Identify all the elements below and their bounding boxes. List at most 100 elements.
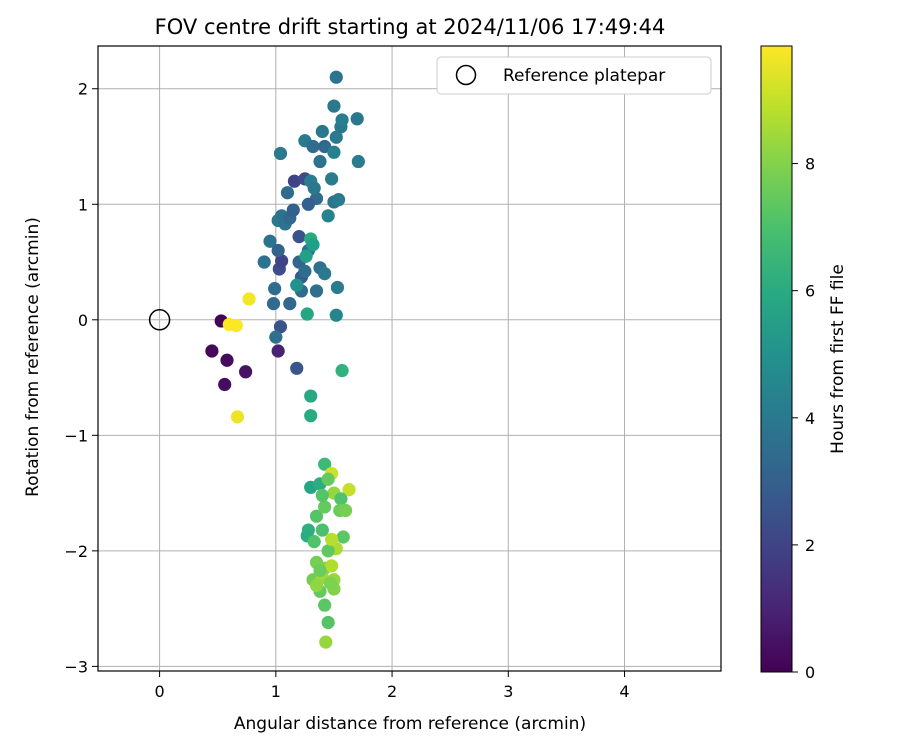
data-point <box>273 320 288 334</box>
colorbar-tick-label: 6 <box>805 282 815 301</box>
legend-box <box>436 56 712 95</box>
y-axis-label: Rotation from reference (arcmin) <box>23 217 43 497</box>
data-point <box>269 330 283 344</box>
legend: Reference platepar <box>436 56 712 95</box>
data-point <box>338 503 353 518</box>
data-point <box>325 532 339 546</box>
data-points <box>205 70 365 649</box>
data-point <box>321 544 335 558</box>
reference-marker-layer <box>148 309 171 331</box>
data-point <box>275 254 289 268</box>
data-point <box>318 598 332 612</box>
grid <box>98 46 721 671</box>
data-point <box>321 615 335 630</box>
data-point <box>321 472 335 486</box>
y-tick-label: 0 <box>78 311 88 330</box>
data-point <box>323 576 338 590</box>
data-point <box>257 255 271 269</box>
data-point <box>313 563 327 578</box>
data-point <box>306 139 320 154</box>
data-point <box>319 635 333 649</box>
colorbar-ticks: 0 2 4 6 8 <box>792 155 815 682</box>
x-tick-label: 3 <box>503 682 513 701</box>
data-point <box>239 365 253 379</box>
y-tick-label: −1 <box>64 426 88 445</box>
data-point <box>342 483 356 497</box>
data-point <box>329 70 343 84</box>
data-point <box>292 230 306 244</box>
data-point <box>315 523 329 537</box>
data-point <box>309 284 324 298</box>
reference-platepar-marker <box>148 309 171 331</box>
data-point <box>229 318 243 333</box>
data-point <box>205 344 219 358</box>
colorbar: 0 2 4 6 8 Hours from first FF file <box>760 45 848 682</box>
data-point <box>331 193 346 207</box>
data-point <box>286 203 300 217</box>
axis-ticks: 0 1 2 3 4 −3 −2 −1 0 1 2 <box>64 80 629 701</box>
data-point <box>309 578 324 593</box>
data-point <box>351 154 365 169</box>
data-point <box>325 172 339 186</box>
data-point <box>325 559 339 573</box>
data-point <box>335 113 349 127</box>
data-point <box>321 209 335 223</box>
data-point <box>315 124 329 139</box>
data-point <box>290 361 304 375</box>
data-point <box>268 282 282 296</box>
data-point <box>329 308 343 322</box>
data-point <box>329 130 343 144</box>
plot-area-frame <box>97 45 722 672</box>
data-point <box>336 530 350 544</box>
data-point <box>242 292 256 306</box>
data-point <box>309 509 324 523</box>
data-point <box>315 488 329 502</box>
data-point <box>304 389 318 403</box>
data-point <box>327 145 341 159</box>
colorbar-tick-label: 4 <box>805 409 815 428</box>
x-axis-label: Angular distance from reference (arcmin) <box>234 714 586 734</box>
data-point <box>318 266 332 281</box>
data-point <box>273 146 288 161</box>
legend-marker-icon <box>455 64 477 86</box>
x-tick-label: 4 <box>619 682 629 701</box>
data-point <box>290 278 304 292</box>
data-point <box>300 307 314 321</box>
data-point <box>298 264 312 278</box>
data-point <box>287 174 302 188</box>
data-point <box>271 344 285 358</box>
data-point <box>335 364 349 378</box>
data-point <box>280 186 295 200</box>
data-point <box>220 353 234 367</box>
data-point <box>307 535 321 549</box>
data-point <box>307 181 321 195</box>
data-point <box>334 492 348 506</box>
y-tick-label: −2 <box>64 542 88 561</box>
colorbar-label: Hours from first FF file <box>828 264 848 454</box>
data-point <box>299 249 313 263</box>
data-point <box>313 154 327 169</box>
data-point <box>263 234 277 248</box>
data-point <box>283 297 297 311</box>
x-tick-label: 1 <box>271 682 281 701</box>
data-point <box>330 280 345 295</box>
y-tick-label: −3 <box>64 657 88 676</box>
x-tick-label: 2 <box>387 682 397 701</box>
legend-entry-label: Reference platepar <box>503 66 665 86</box>
y-tick-label: 1 <box>78 195 88 214</box>
y-tick-label: 2 <box>78 80 88 99</box>
data-point <box>318 500 332 514</box>
data-point <box>327 99 341 113</box>
chart-title: FOV centre drift starting at 2024/11/06 … <box>155 15 666 39</box>
data-point <box>230 410 245 424</box>
colorbar-tick-label: 8 <box>805 155 815 174</box>
data-point <box>218 377 232 392</box>
colorbar-tick-label: 2 <box>805 536 815 555</box>
data-point <box>271 243 285 258</box>
data-point <box>304 409 318 423</box>
data-point <box>301 197 315 211</box>
x-tick-label: 0 <box>155 682 165 701</box>
colorbar-gradient <box>760 45 793 673</box>
